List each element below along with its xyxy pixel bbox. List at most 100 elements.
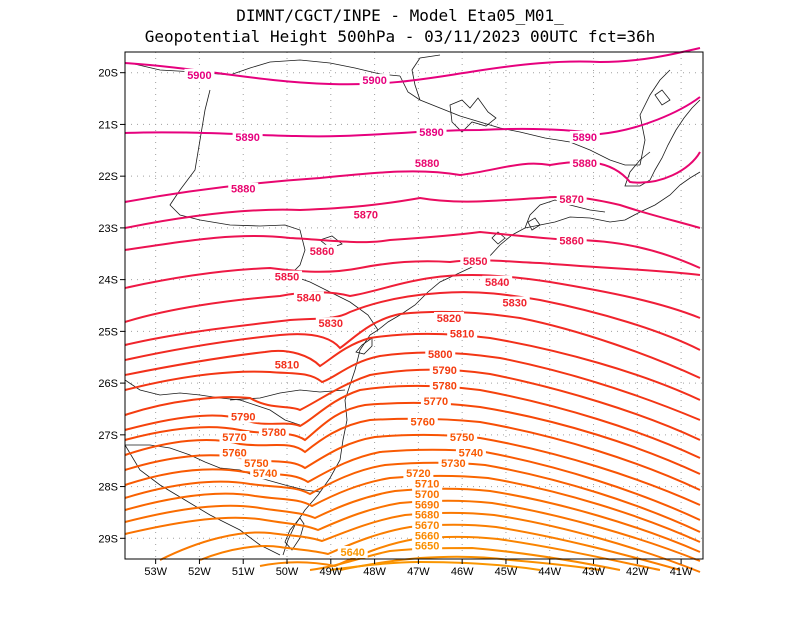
contour-label: 5780 (262, 427, 286, 439)
contour-label: 5800 (428, 349, 452, 361)
contour-label-background (434, 312, 465, 325)
contour-label-background (429, 379, 460, 392)
contour-label-background (307, 244, 338, 257)
contour-5900 (124, 47, 701, 86)
contour-5830 (124, 291, 701, 351)
contour-label: 5840 (485, 277, 509, 289)
contour-label: 5830 (502, 298, 526, 310)
contour-label: 5810 (275, 360, 299, 372)
geopotential-contours (124, 47, 701, 573)
contour-label-background (412, 529, 443, 542)
contour-label-background (412, 487, 443, 500)
patos-lagoon (284, 517, 305, 551)
contour-5880 (124, 151, 701, 203)
contour-label-background (412, 156, 443, 169)
border-pr-sp (289, 274, 379, 331)
border-sc-rs (125, 444, 321, 493)
lat-tick-label: 26S (98, 378, 118, 390)
contour-label-background (412, 508, 443, 521)
contour-label: 5820 (437, 313, 461, 325)
border-pr-sc (229, 389, 346, 401)
contour-label-background (460, 255, 491, 268)
contour-label: 5900 (187, 70, 211, 82)
contour-label-background (429, 363, 460, 376)
contour-label: 5870 (559, 194, 583, 206)
contour-5810 (124, 332, 701, 401)
contour-label: 5850 (463, 256, 487, 268)
contour-label: 5700 (415, 489, 439, 501)
contour-label-background (241, 456, 272, 469)
guanabara-bay (491, 217, 541, 245)
lat-tick-label: 24S (98, 275, 118, 287)
lon-tick-label: 44W (538, 566, 561, 578)
contour-5770 (124, 401, 701, 475)
contour-label-background (258, 425, 289, 438)
contour-5740 (124, 448, 701, 521)
contour-label-background (407, 415, 438, 428)
contour-value-labels: 5900 5900 5890 5890 5890 5880 5880 5880 5870 5870… (184, 68, 600, 559)
contour-5890 (124, 96, 701, 138)
contour-label: 5860 (310, 246, 334, 258)
contour-label: 5650 (415, 541, 439, 553)
contour-5640 (329, 560, 541, 571)
contour-label: 5880 (573, 158, 597, 170)
contour-label-background (412, 518, 443, 531)
contour-label: 5890 (419, 127, 443, 139)
contour-label: 5680 (415, 510, 439, 522)
contour-label-background (228, 182, 259, 195)
contour-label-background (337, 546, 368, 558)
lon-tick-label: 52W (188, 566, 211, 578)
contour-label-background (272, 270, 303, 283)
title-line-2: Geopotential Height 500hPa - 03/11/2023 … (145, 27, 656, 46)
contour-label: 5740 (253, 468, 277, 480)
contour-label-background (499, 296, 530, 309)
contour-label: 5790 (432, 365, 456, 377)
contour-label: 5890 (573, 132, 597, 144)
lat-tick-label: 25S (98, 326, 118, 338)
contour-label: 5840 (297, 292, 321, 304)
lat-tick-label: 22S (98, 171, 118, 183)
lat-tick-label: 23S (98, 223, 118, 235)
contour-5720 (124, 474, 701, 543)
contour-label-background (250, 467, 281, 480)
contour-label-background (416, 125, 447, 138)
contour-label: 5770 (424, 396, 448, 408)
contour-label-background (447, 431, 478, 444)
lon-tick-label: 46W (451, 566, 474, 578)
contour-label-background (569, 130, 600, 143)
contour-label: 5780 (432, 380, 456, 392)
contour-label: 5710 (415, 479, 439, 491)
coastline-and-borders (124, 54, 701, 556)
lon-tick-label: 50W (276, 566, 299, 578)
contour-5730 (124, 461, 701, 533)
contour-5700 (124, 499, 701, 562)
lon-tick-label: 42W (626, 566, 649, 578)
contour-label-background (425, 348, 456, 361)
lon-tick-label: 53W (144, 566, 167, 578)
contour-label: 5750 (244, 458, 268, 470)
contour-label-background (447, 327, 478, 340)
axis-tick-labels: 53W 52W 51W 50W 49W 48W 47W 46W 45W 44W 43W 42W 41W 2… (98, 68, 693, 578)
lat-tick-label: 21S (98, 119, 118, 131)
contour-label-background (420, 394, 451, 407)
border-sp-mg (399, 75, 640, 166)
contour-label-background (412, 539, 443, 552)
contour-label-background (482, 275, 513, 288)
border-mg-es (639, 69, 671, 166)
lat-tick-label: 29S (98, 533, 118, 545)
contour-label-background (569, 156, 600, 169)
title-line-1: DIMNT/CGCT/INPE - Model Eta05_M01_ (236, 6, 564, 25)
lon-tick-label: 43W (582, 566, 605, 578)
lat-tick-label: 28S (98, 482, 118, 494)
contour-5650 (339, 555, 601, 571)
paranagua-bay (355, 337, 373, 355)
contour-5670 (259, 535, 661, 571)
contour-label-background (219, 446, 250, 459)
contour-label-background (232, 130, 263, 143)
contour-5850 (124, 259, 701, 289)
contour-label-background (272, 358, 303, 371)
lon-tick-label: 47W (407, 566, 430, 578)
contour-label-background (315, 317, 346, 330)
contour-label: 5790 (231, 411, 255, 423)
